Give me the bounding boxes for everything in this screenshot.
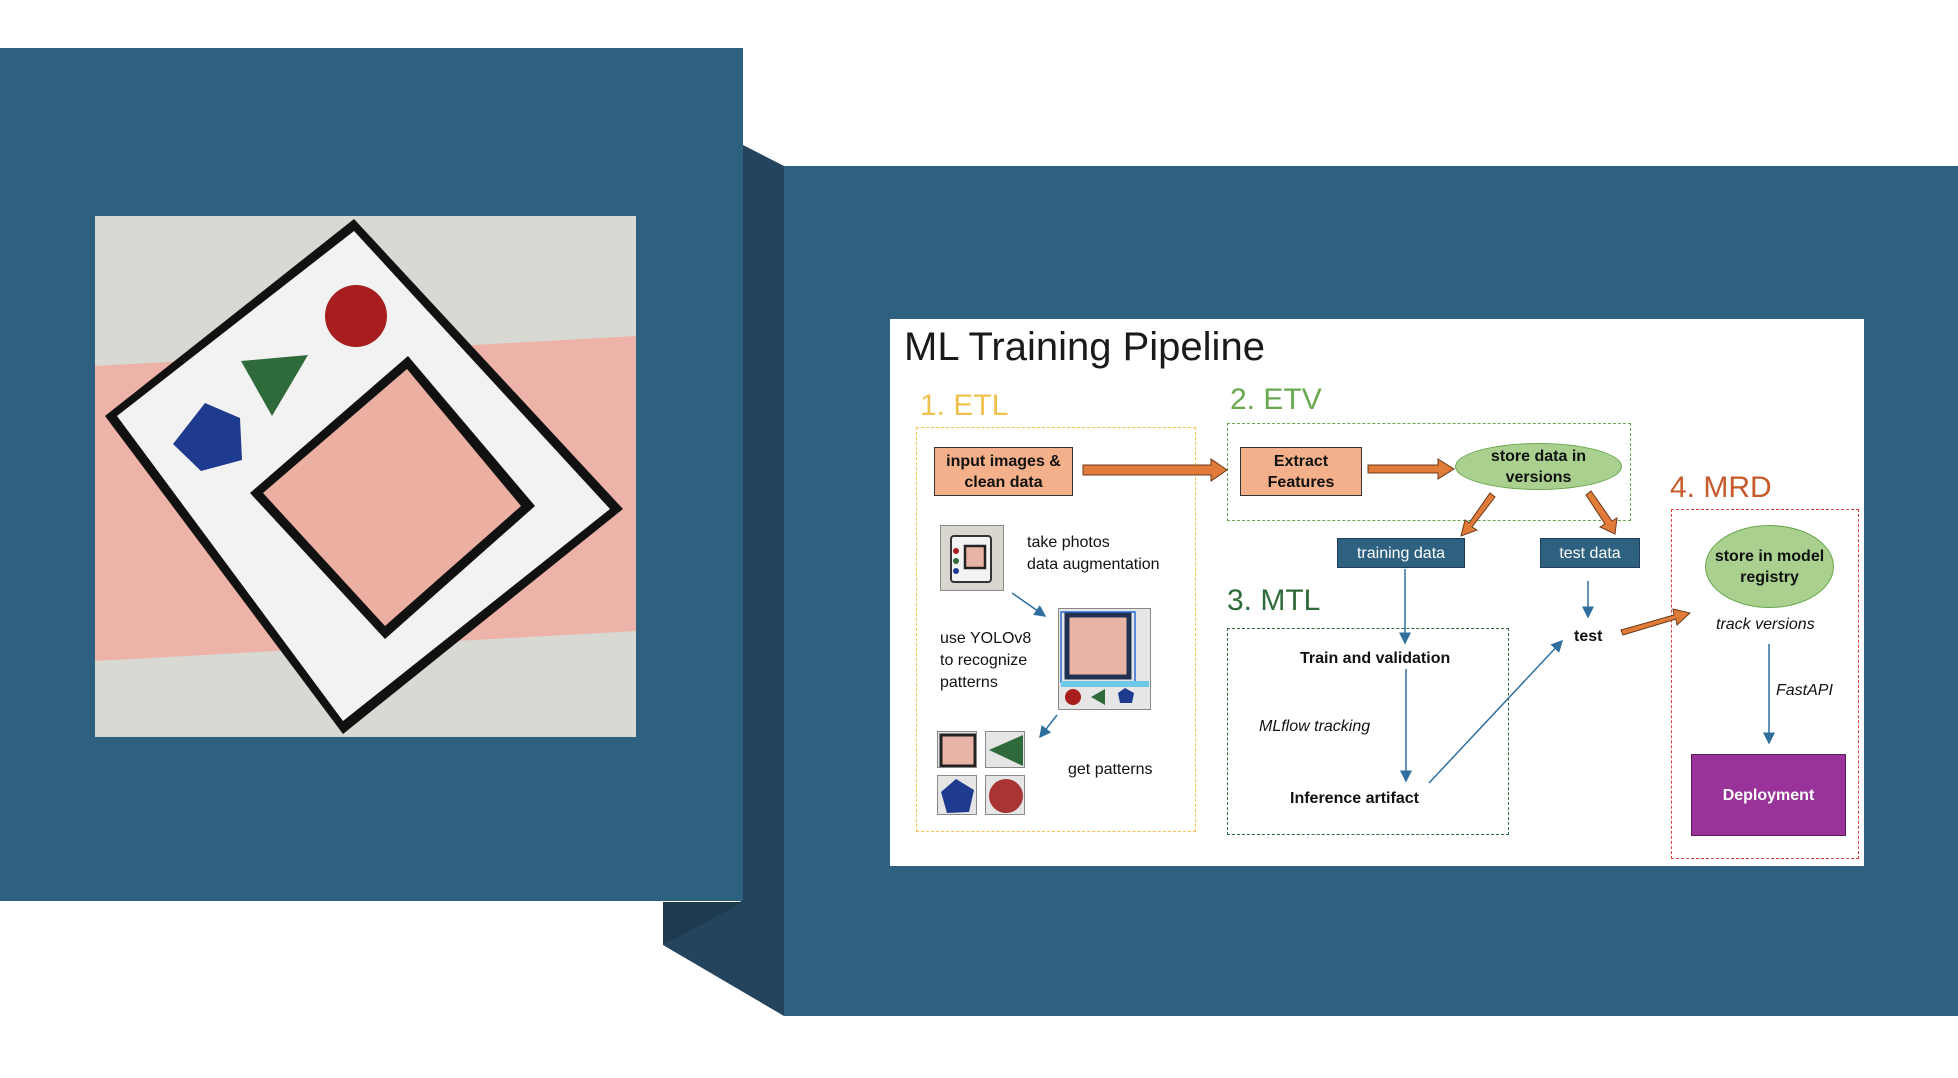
arrow-store-to-training — [1460, 492, 1496, 537]
take-photos-text: take photos — [1027, 534, 1110, 551]
training-data-box: training data — [1337, 538, 1465, 568]
etv-title: 2. ETV — [1230, 383, 1322, 416]
panel-3d-side — [663, 145, 784, 1016]
mtl-section-box — [1227, 628, 1509, 835]
test-text: test — [1574, 628, 1603, 645]
arrow-input-to-extract — [1082, 458, 1228, 482]
arrow-store-to-test — [1585, 490, 1618, 535]
mtl-title: 3. MTL — [1227, 584, 1321, 617]
deployment-box: Deployment — [1691, 754, 1846, 836]
pattern-circle-thumbnail — [985, 775, 1025, 815]
shape-template-photo — [95, 216, 636, 737]
green-triangle-icon — [241, 355, 308, 416]
store-versions-ellipse: store data in versions — [1455, 443, 1622, 490]
pattern-triangle-thumbnail — [985, 731, 1025, 768]
pattern-pentagon-thumbnail — [937, 775, 977, 815]
fastapi-text: FastAPI — [1776, 682, 1833, 699]
pipeline-slide: ML Training Pipeline 1. ETL 2. ETV 3. MT… — [890, 319, 1864, 866]
get-patterns-text: get patterns — [1068, 761, 1153, 778]
etl-section-box — [916, 427, 1196, 832]
augmentation-text: data augmentation — [1027, 556, 1160, 573]
yolo-text-line2: to recognize — [940, 652, 1028, 669]
arrow-yolo-to-patterns — [1039, 714, 1058, 739]
etl-title: 1. ETL — [920, 389, 1009, 422]
extract-features-box: Extract Features — [1240, 447, 1362, 496]
arrow-inference-to-test — [1428, 639, 1564, 784]
yolo-text-line3: patterns — [940, 674, 998, 691]
flow-arrows — [1011, 458, 1775, 784]
track-versions-text: track versions — [1716, 616, 1815, 633]
etv-section-box — [1227, 423, 1631, 521]
model-registry-ellipse: store in model registry — [1705, 525, 1834, 608]
mrd-section-box — [1671, 509, 1859, 859]
test-data-box: test data — [1540, 538, 1640, 568]
detection-thumbnail — [1058, 608, 1151, 710]
arrow-photos-to-yolo — [1011, 592, 1047, 617]
arrow-test-to-registry — [1620, 608, 1692, 636]
yolo-text-line1: use YOLOv8 — [940, 630, 1032, 647]
shape-template-illustration — [95, 216, 636, 737]
arrow-extract-to-store — [1367, 458, 1455, 480]
mrd-title: 4. MRD — [1670, 471, 1772, 504]
blue-pentagon-icon — [173, 403, 242, 471]
slide-title: ML Training Pipeline — [904, 325, 1265, 369]
pattern-square-thumbnail — [937, 731, 977, 768]
mlflow-tracking-text: MLflow tracking — [1259, 718, 1371, 735]
red-circle-icon — [325, 285, 387, 347]
input-images-box: input images & clean data — [934, 447, 1073, 496]
inference-artifact-text: Inference artifact — [1290, 790, 1419, 807]
photo-thumbnail — [940, 525, 1004, 591]
train-validation-text: Train and validation — [1300, 650, 1451, 667]
